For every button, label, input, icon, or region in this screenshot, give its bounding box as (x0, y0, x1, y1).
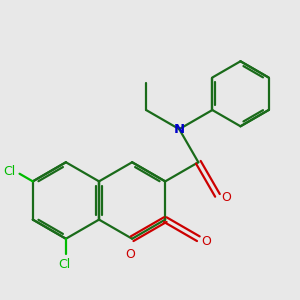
Text: O: O (201, 235, 211, 248)
Text: Cl: Cl (4, 165, 16, 178)
Text: Cl: Cl (58, 258, 70, 271)
Text: N: N (174, 123, 185, 136)
Text: O: O (221, 191, 231, 204)
Text: O: O (125, 248, 135, 261)
